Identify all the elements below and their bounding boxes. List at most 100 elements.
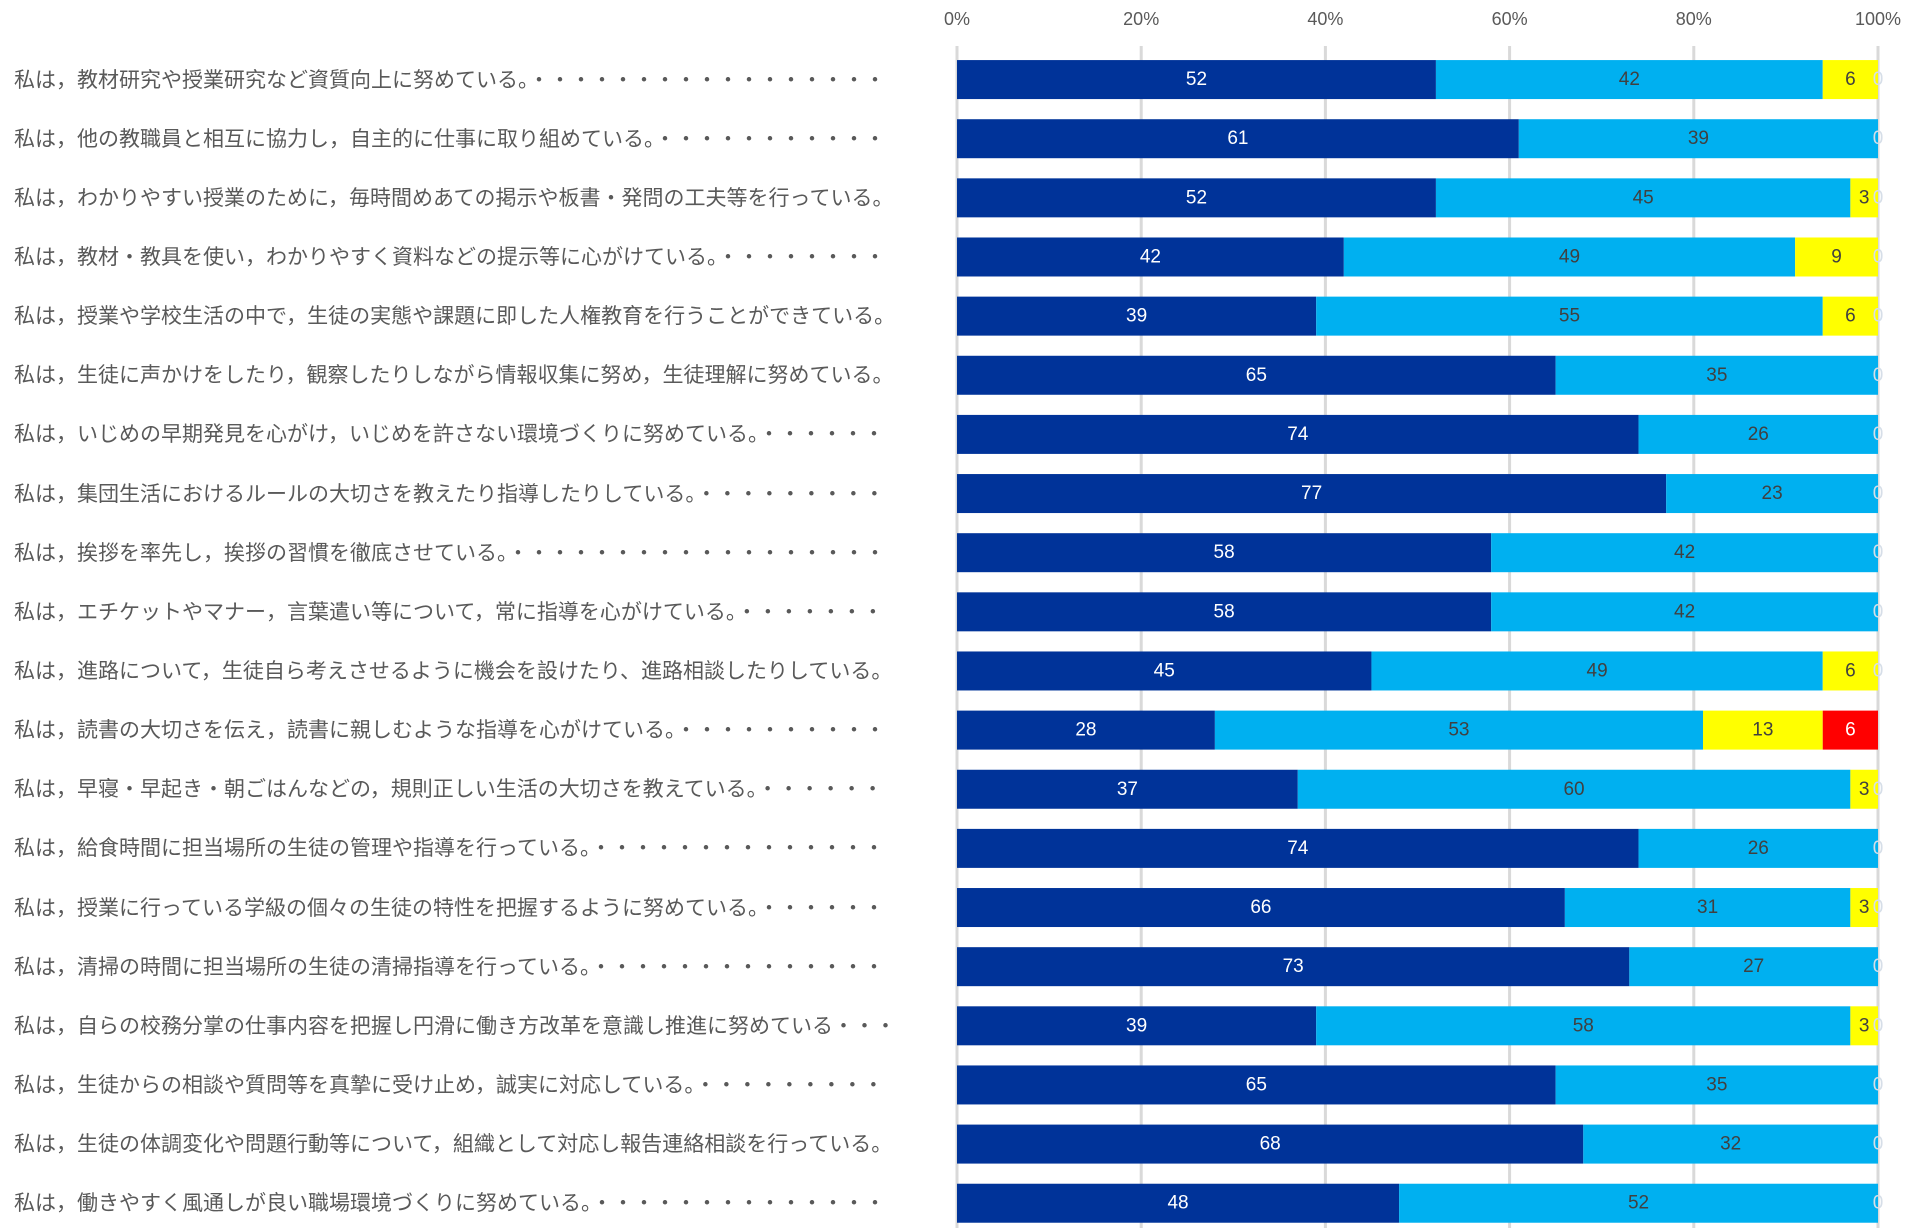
- category-labels: 私は，教材研究や授業研究など資質向上に努めている。・・・・・・・・・・・・・・・…: [0, 0, 945, 1228]
- bar-row19-series2: [1583, 1124, 1878, 1164]
- category-label-4: 私は，教材・教具を使い，わかりやすく資料などの提示等に心がけている。・・・・・・…: [14, 244, 886, 269]
- bar-row18-series2: [1555, 1065, 1878, 1105]
- bar-row5-series2: [1316, 296, 1823, 336]
- data-label-row14-series4: 0: [1873, 838, 1884, 859]
- data-label-row19-series4: 0: [1873, 1134, 1884, 1155]
- data-label-row1-series3: 6: [1845, 69, 1856, 90]
- data-label-row5-series3: 6: [1845, 306, 1856, 327]
- data-label-row7-series4: 0: [1873, 424, 1884, 445]
- x-tick-label-2: 20%: [1123, 9, 1159, 29]
- bar-row17-series2: [1316, 1006, 1851, 1046]
- bar-row3-series3: [1850, 178, 1878, 218]
- data-label-row4-series2: 49: [1559, 246, 1580, 267]
- bar-row15-series3: [1850, 888, 1878, 928]
- data-label-row8-series1: 77: [1301, 483, 1322, 504]
- data-label-row17-series4: 0: [1873, 1015, 1884, 1036]
- category-label-9: 私は，挨拶を率先し，挨拶の習慣を徹底させている。・・・・・・・・・・・・・・・・…: [14, 540, 886, 565]
- bar-row4-series3: [1795, 237, 1878, 277]
- bar-row2-series1: [957, 119, 1519, 159]
- data-label-row5-series1: 39: [1126, 306, 1147, 327]
- bar-row10-series2: [1491, 592, 1878, 632]
- bar-row9-series2: [1491, 533, 1878, 573]
- bar-row10-series1: [957, 592, 1492, 632]
- data-label-row8-series2: 23: [1762, 483, 1783, 504]
- bar-row20-series1: [957, 1183, 1400, 1223]
- bar-row13-series3: [1850, 769, 1878, 809]
- bar-row11-series1: [957, 651, 1372, 691]
- bar-row14-series2: [1638, 828, 1878, 868]
- bar-row3-series2: [1435, 178, 1851, 218]
- data-label-row11-series3: 6: [1845, 660, 1856, 681]
- data-label-row12-series4: 6: [1845, 720, 1856, 741]
- bar-row7-series1: [957, 414, 1639, 454]
- bar-row12-series4: [1822, 710, 1878, 750]
- bar-row5-series1: [957, 296, 1317, 336]
- category-label-12: 私は，読書の大切さを伝え，読書に親しむような指導を心がけている。・・・・・・・・…: [14, 718, 886, 743]
- data-label-row6-series1: 65: [1246, 365, 1267, 386]
- category-label-19: 私は，生徒の体調変化や問題行動等について，組織として対応し報告連絡相談を行ってい…: [14, 1132, 893, 1157]
- data-label-row9-series2: 42: [1674, 542, 1695, 563]
- data-label-row4-series3: 9: [1831, 246, 1842, 267]
- category-label-5: 私は，授業や学校生活の中で，生徒の実態や課題に即した人権教育を行うことができてい…: [14, 304, 896, 329]
- data-label-row10-series4: 0: [1873, 601, 1884, 622]
- bar-row12-series1: [957, 710, 1215, 750]
- data-label-row17-series1: 39: [1126, 1015, 1147, 1036]
- data-label-row6-series2: 35: [1706, 365, 1727, 386]
- bar-row14-series1: [957, 828, 1639, 868]
- x-tick-label-5: 80%: [1676, 9, 1712, 29]
- data-label-row16-series4: 0: [1873, 956, 1884, 977]
- bar-row7-series2: [1638, 414, 1878, 454]
- category-label-2: 私は，他の教職員と相互に協力し，自主的に仕事に取り組めている。・・・・・・・・・…: [14, 126, 886, 151]
- data-label-row13-series3: 3: [1859, 779, 1870, 800]
- gridlines: [955, 46, 1880, 1228]
- bar-row19-series1: [957, 1124, 1584, 1164]
- category-label-14: 私は，給食時間に担当場所の生徒の管理や指導を行っている。・・・・・・・・・・・・…: [14, 836, 885, 861]
- data-label-row10-series2: 42: [1674, 601, 1695, 622]
- data-label-row3-series4: 0: [1873, 187, 1884, 208]
- data-label-row18-series2: 35: [1706, 1074, 1727, 1095]
- data-label-row16-series1: 73: [1283, 956, 1304, 977]
- data-label-row11-series4: 0: [1873, 660, 1884, 681]
- data-label-row9-series4: 0: [1873, 542, 1884, 563]
- data-label-row13-series2: 60: [1563, 779, 1584, 800]
- bar-row9-series1: [957, 533, 1492, 573]
- category-label-17: 私は，自らの校務分掌の仕事内容を把握し円滑に働き方改革を意識し推進に努めている・…: [14, 1013, 896, 1038]
- data-label-row7-series2: 26: [1748, 424, 1769, 445]
- bar-row8-series2: [1666, 474, 1878, 514]
- bar-row17-series1: [957, 1006, 1317, 1046]
- category-label-7: 私は，いじめの早期発見を心がけ，いじめを許さない環境づくりに努めている。・・・・…: [14, 422, 885, 447]
- bar-segments: [957, 60, 1878, 1223]
- bar-row1-series3: [1822, 60, 1878, 100]
- category-label-3: 私は，わかりやすい授業のために，毎時間めあての掲示や板書・発問の工夫等を行ってい…: [14, 185, 894, 210]
- data-label-row12-series3: 13: [1752, 720, 1773, 741]
- bar-row16-series1: [957, 947, 1630, 987]
- category-label-15: 私は，授業に行っている学級の個々の生徒の特性を把握するように努めている。・・・・…: [14, 895, 885, 920]
- bar-row15-series2: [1564, 888, 1851, 928]
- bar-row3-series1: [957, 178, 1436, 218]
- category-label-11: 私は，進路について，生徒自ら考えさせるように機会を設けたり、進路相談したりしてい…: [14, 658, 893, 683]
- data-label-row20-series4: 0: [1873, 1193, 1884, 1214]
- data-label-row11-series1: 45: [1154, 660, 1175, 681]
- data-label-row15-series3: 3: [1859, 897, 1870, 918]
- data-label-row19-series2: 32: [1720, 1134, 1741, 1155]
- bar-row5-series3: [1822, 296, 1878, 336]
- x-axis-tick-labels: 0% 20% 40% 60% 80% 100%: [944, 9, 1901, 29]
- data-label-row18-series4: 0: [1873, 1074, 1884, 1095]
- data-label-row6-series4: 0: [1873, 365, 1884, 386]
- data-label-row1-series1: 52: [1186, 69, 1207, 90]
- data-label-row1-series2: 42: [1619, 69, 1640, 90]
- x-tick-label-6: 100%: [1855, 9, 1901, 29]
- data-label-row2-series1: 61: [1227, 128, 1248, 149]
- bar-row11-series2: [1371, 651, 1823, 691]
- bar-row11-series3: [1822, 651, 1878, 691]
- data-label-row8-series4: 0: [1873, 483, 1884, 504]
- data-label-row10-series1: 58: [1214, 601, 1235, 622]
- data-label-row16-series2: 27: [1743, 956, 1764, 977]
- bar-row16-series2: [1629, 947, 1878, 987]
- data-label-row1-series4: 0: [1873, 69, 1884, 90]
- data-label-row12-series1: 28: [1075, 720, 1096, 741]
- x-tick-label-3: 40%: [1307, 9, 1343, 29]
- category-label-18: 私は，生徒からの相談や質問等を真摯に受け止め，誠実に対応している。・・・・・・・…: [14, 1072, 884, 1097]
